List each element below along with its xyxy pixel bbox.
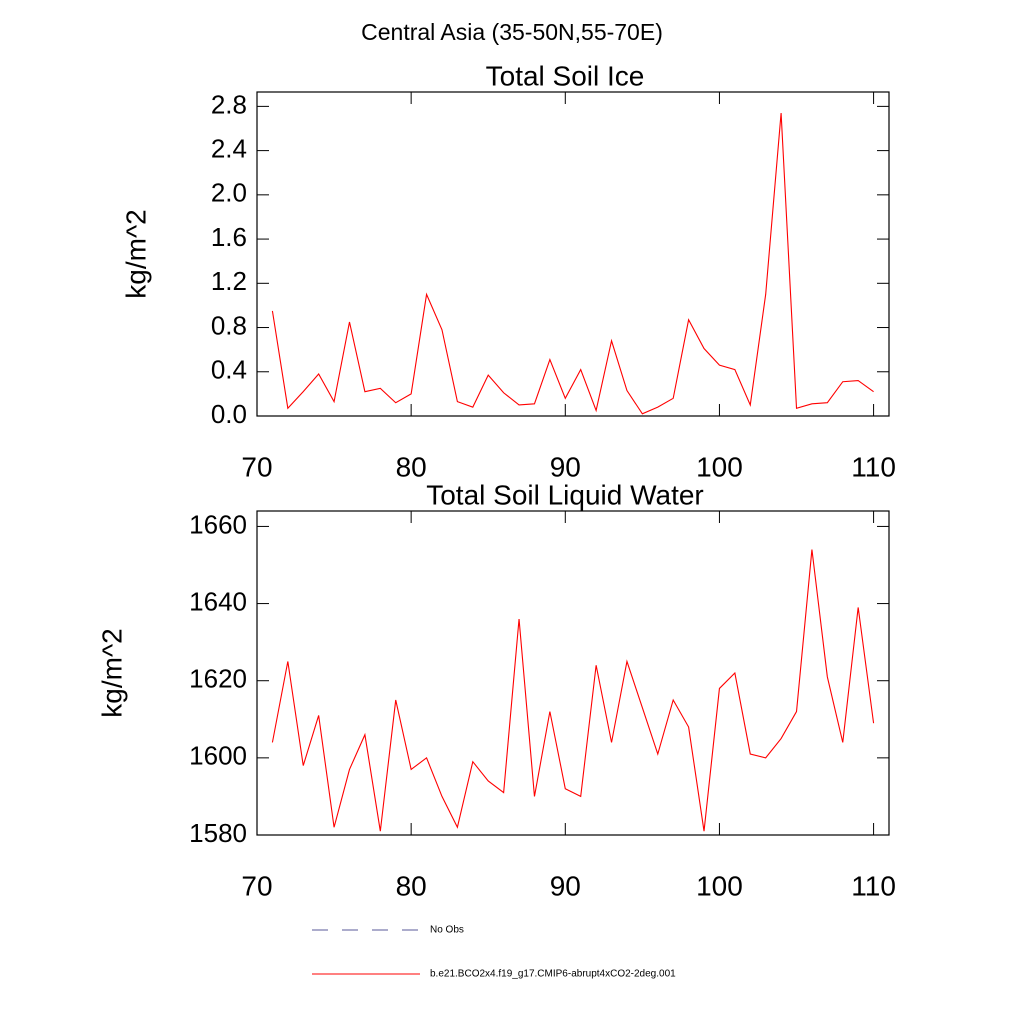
figure-title: Central Asia (35-50N,55-70E) <box>361 19 663 45</box>
y-tick-label: 1620 <box>189 664 247 694</box>
legend-label: b.e21.BCO2x4.f19_g17.CMIP6-abrupt4xCO2-2… <box>430 969 676 980</box>
x-tick-label: 100 <box>696 870 743 901</box>
x-tick-label: 100 <box>696 451 743 482</box>
y-axis-label: kg/m^2 <box>120 209 151 298</box>
y-tick-label: 2.8 <box>211 89 247 119</box>
data-line <box>271 112 874 415</box>
x-tick-label: 90 <box>550 870 581 901</box>
y-tick-label: 1580 <box>189 818 247 848</box>
y-tick-label: 0.0 <box>211 399 247 429</box>
x-tick-label: 90 <box>550 451 581 482</box>
y-axis-label: kg/m^2 <box>96 628 127 717</box>
y-tick-label: 0.8 <box>211 310 247 340</box>
plot-frame <box>256 91 890 417</box>
x-tick-label: 80 <box>396 870 427 901</box>
y-tick-label: 1.6 <box>211 222 247 252</box>
y-tick-label: 1640 <box>189 586 247 616</box>
y-tick-label: 1600 <box>189 741 247 771</box>
x-tick-label: 110 <box>851 870 896 901</box>
y-tick-label: 0.4 <box>211 355 247 385</box>
y-tick-label: 1.2 <box>211 266 247 296</box>
plot-frame <box>256 510 890 836</box>
legend-label: No Obs <box>430 925 464 936</box>
x-tick-label: 70 <box>241 870 272 901</box>
x-tick-label: 110 <box>851 451 896 482</box>
y-tick-label: 2.0 <box>211 178 247 208</box>
y-tick-label: 1660 <box>189 509 247 539</box>
x-tick-label: 80 <box>396 451 427 482</box>
y-tick-label: 2.4 <box>211 133 247 163</box>
x-tick-label: 70 <box>241 451 272 482</box>
panel-title: Total Soil Ice <box>486 60 645 91</box>
panel-title: Total Soil Liquid Water <box>426 479 704 510</box>
data-line <box>271 549 875 832</box>
